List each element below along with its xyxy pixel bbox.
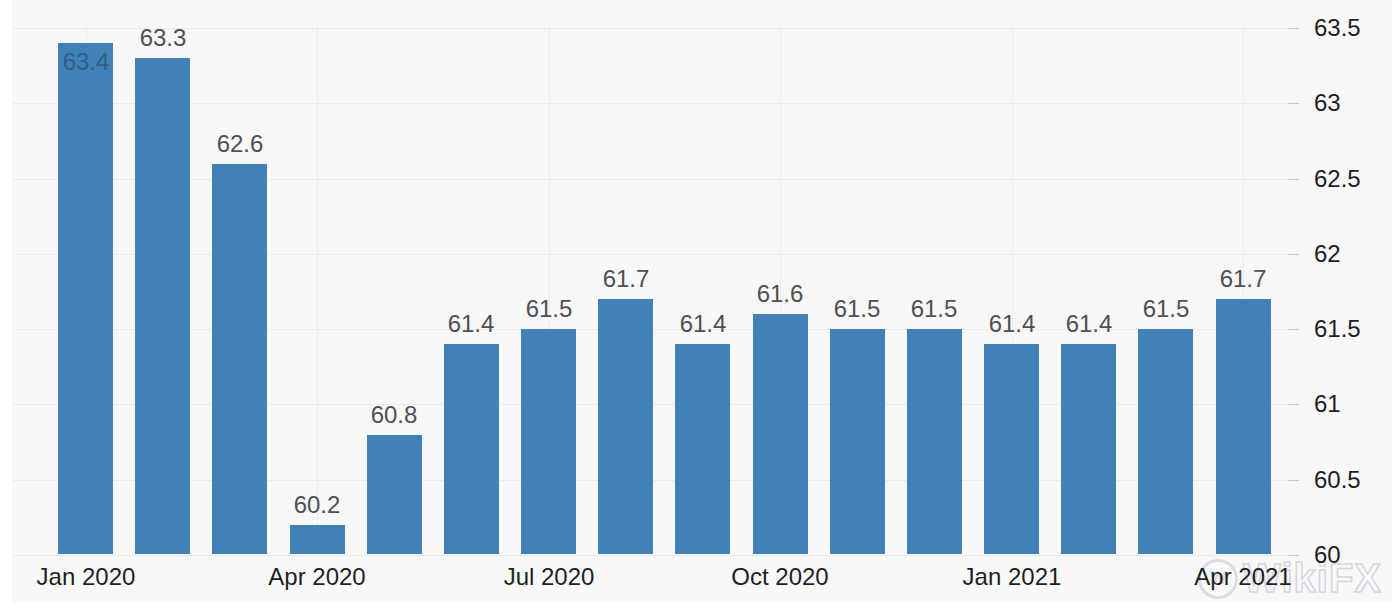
y-axis-tick-label: 60.5	[1314, 467, 1390, 493]
y-axis-tick-label: 63.5	[1314, 15, 1390, 41]
y-axis-tick-label: 61.5	[1314, 316, 1390, 342]
bar-sep-2020	[675, 344, 730, 554]
bar-chart: 63.463.362.660.260.861.461.561.761.461.6…	[0, 0, 1392, 612]
horizontal-gridline	[13, 179, 1298, 180]
horizontal-gridline	[13, 254, 1298, 255]
horizontal-gridline	[13, 103, 1298, 104]
bar-value-label: 61.7	[1193, 266, 1293, 292]
y-axis-tick-label: 61	[1314, 391, 1390, 417]
bar-nov-2020	[830, 329, 885, 554]
y-axis-tick	[1288, 179, 1299, 180]
bottom-margin	[0, 602, 1392, 612]
bar-value-label: 60.8	[344, 402, 444, 428]
bar-dec-2020	[907, 329, 962, 554]
bar-jun-2020	[444, 344, 499, 554]
x-axis-tick-label: Jan 2021	[942, 563, 1082, 591]
left-margin	[0, 0, 12, 612]
x-axis-tick-label: Apr 2020	[247, 563, 387, 591]
bar-value-label: 62.6	[190, 131, 290, 157]
bar-oct-2020	[753, 314, 808, 554]
horizontal-gridline	[13, 555, 1298, 556]
bar-may-2020	[367, 435, 422, 554]
bar-value-label: 61.5	[499, 296, 599, 322]
y-axis-tick	[1288, 480, 1299, 481]
y-axis-tick	[1288, 103, 1299, 104]
bar-mar-2021	[1138, 329, 1193, 554]
y-axis-tick	[1288, 254, 1299, 255]
bar-value-label: 61.5	[1116, 296, 1216, 322]
x-axis-tick-label: Oct 2020	[710, 563, 850, 591]
bar-value-label: 61.7	[576, 266, 676, 292]
bar-value-label: 63.3	[113, 25, 213, 51]
bar-jan-2020	[58, 43, 113, 554]
bar-apr-2020	[290, 525, 345, 554]
bar-value-label: 61.4	[653, 311, 753, 337]
bar-apr-2021	[1216, 299, 1271, 554]
bar-feb-2021	[1061, 344, 1116, 554]
y-axis-tick	[1288, 329, 1299, 330]
bar-jul-2020	[521, 329, 576, 554]
x-axis-tick-label: Apr 2021	[1173, 563, 1313, 591]
y-axis-tick	[1288, 28, 1299, 29]
bar-mar-2020	[212, 164, 267, 554]
y-axis-tick-label: 62.5	[1314, 166, 1390, 192]
bar-aug-2020	[598, 299, 653, 554]
x-axis-tick-label: Jul 2020	[479, 563, 619, 591]
bar-value-label: 63.4	[36, 49, 136, 75]
vertical-gridline	[317, 26, 318, 554]
y-axis-tick	[1288, 404, 1299, 405]
y-axis-tick-label: 63	[1314, 90, 1390, 116]
y-axis-tick-label: 60	[1314, 542, 1390, 568]
bar-feb-2020	[135, 58, 190, 554]
x-axis-tick-label: Jan 2020	[16, 563, 156, 591]
y-axis-tick-label: 62	[1314, 241, 1390, 267]
bar-value-label: 60.2	[267, 492, 367, 518]
bar-jan-2021	[984, 344, 1039, 554]
